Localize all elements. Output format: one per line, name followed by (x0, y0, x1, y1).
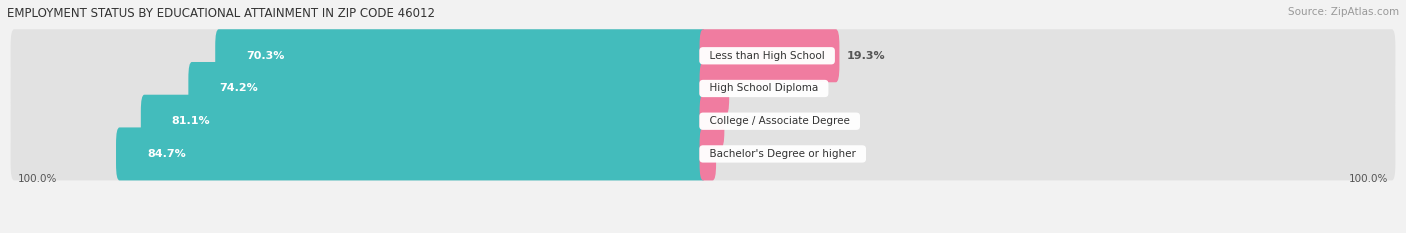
Text: 74.2%: 74.2% (219, 83, 259, 93)
Text: Bachelor's Degree or higher: Bachelor's Degree or higher (703, 149, 862, 159)
FancyBboxPatch shape (700, 29, 1395, 82)
Text: Source: ZipAtlas.com: Source: ZipAtlas.com (1288, 7, 1399, 17)
Text: 70.3%: 70.3% (246, 51, 284, 61)
FancyBboxPatch shape (700, 95, 1395, 148)
FancyBboxPatch shape (11, 127, 706, 180)
Text: 3.3%: 3.3% (737, 83, 766, 93)
Text: 100.0%: 100.0% (1350, 175, 1389, 185)
Text: 84.7%: 84.7% (148, 149, 186, 159)
Text: High School Diploma: High School Diploma (703, 83, 825, 93)
Text: Less than High School: Less than High School (703, 51, 831, 61)
FancyBboxPatch shape (700, 62, 730, 115)
FancyBboxPatch shape (188, 62, 706, 115)
Text: 100.0%: 100.0% (17, 175, 56, 185)
Text: College / Associate Degree: College / Associate Degree (703, 116, 856, 126)
FancyBboxPatch shape (700, 127, 716, 180)
FancyBboxPatch shape (11, 95, 706, 148)
Text: 1.4%: 1.4% (723, 149, 754, 159)
Text: 19.3%: 19.3% (846, 51, 884, 61)
Text: 2.6%: 2.6% (731, 116, 762, 126)
FancyBboxPatch shape (11, 29, 706, 82)
Text: EMPLOYMENT STATUS BY EDUCATIONAL ATTAINMENT IN ZIP CODE 46012: EMPLOYMENT STATUS BY EDUCATIONAL ATTAINM… (7, 7, 434, 20)
FancyBboxPatch shape (117, 127, 706, 180)
Text: 81.1%: 81.1% (172, 116, 211, 126)
FancyBboxPatch shape (700, 127, 1395, 180)
FancyBboxPatch shape (700, 62, 1395, 115)
FancyBboxPatch shape (215, 29, 706, 82)
FancyBboxPatch shape (700, 29, 839, 82)
FancyBboxPatch shape (11, 62, 706, 115)
FancyBboxPatch shape (700, 95, 724, 148)
FancyBboxPatch shape (141, 95, 706, 148)
